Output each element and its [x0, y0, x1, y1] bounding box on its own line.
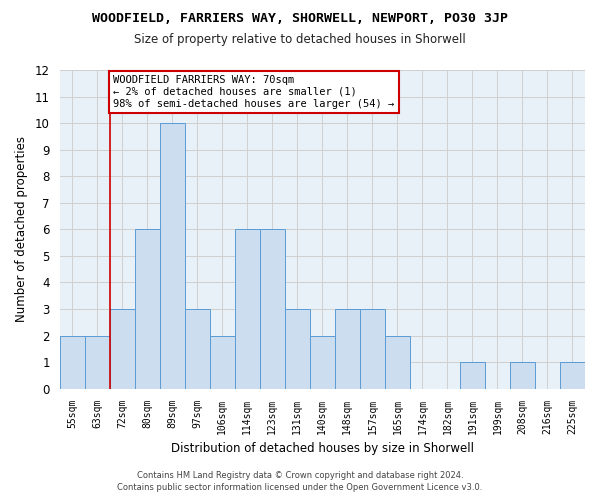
Text: WOODFIELD FARRIERS WAY: 70sqm
← 2% of detached houses are smaller (1)
98% of sem: WOODFIELD FARRIERS WAY: 70sqm ← 2% of de… [113, 76, 395, 108]
Text: Size of property relative to detached houses in Shorwell: Size of property relative to detached ho… [134, 32, 466, 46]
Text: WOODFIELD, FARRIERS WAY, SHORWELL, NEWPORT, PO30 3JP: WOODFIELD, FARRIERS WAY, SHORWELL, NEWPO… [92, 12, 508, 26]
Bar [210, 336, 235, 388]
X-axis label: Distribution of detached houses by size in Shorwell: Distribution of detached houses by size … [171, 442, 474, 455]
Bar [85, 336, 110, 388]
Bar [135, 230, 160, 388]
Bar [560, 362, 585, 388]
Bar [235, 230, 260, 388]
Bar [110, 309, 135, 388]
Bar [160, 123, 185, 388]
Bar [285, 309, 310, 388]
Bar [310, 336, 335, 388]
Bar [360, 309, 385, 388]
Bar [59, 336, 85, 388]
Y-axis label: Number of detached properties: Number of detached properties [15, 136, 28, 322]
Text: Contains HM Land Registry data © Crown copyright and database right 2024.
Contai: Contains HM Land Registry data © Crown c… [118, 471, 482, 492]
Bar [185, 309, 210, 388]
Bar [335, 309, 360, 388]
Bar [260, 230, 285, 388]
Bar [510, 362, 535, 388]
Bar [460, 362, 485, 388]
Bar [385, 336, 410, 388]
